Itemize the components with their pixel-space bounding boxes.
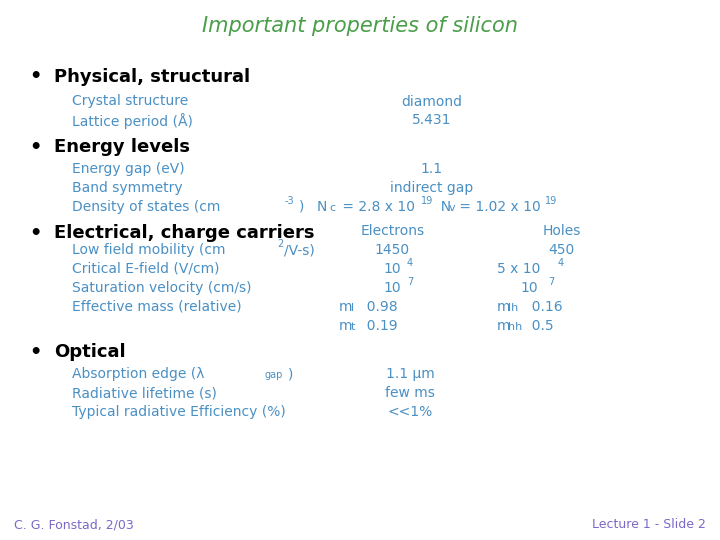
- Text: Energy levels: Energy levels: [54, 138, 190, 156]
- Text: t: t: [351, 322, 355, 332]
- Text: 19: 19: [545, 196, 557, 206]
- Text: 10: 10: [384, 281, 401, 295]
- Text: 0.16: 0.16: [523, 300, 562, 314]
- Text: -3: -3: [284, 196, 294, 206]
- Text: •: •: [29, 224, 41, 243]
- Text: 5 x 10: 5 x 10: [497, 262, 540, 276]
- Text: ): ): [288, 367, 293, 381]
- Text: Crystal structure: Crystal structure: [72, 94, 188, 109]
- Text: 19: 19: [421, 196, 433, 206]
- Text: 0.98: 0.98: [358, 300, 397, 314]
- Text: Absorption edge (λ: Absorption edge (λ: [72, 367, 204, 381]
- Text: = 2.8 x 10: = 2.8 x 10: [338, 200, 415, 214]
- Text: gap: gap: [264, 370, 283, 381]
- Text: Typical radiative Efficiency (%): Typical radiative Efficiency (%): [72, 405, 286, 419]
- Text: 2: 2: [277, 239, 284, 249]
- Text: hh: hh: [508, 322, 523, 332]
- Text: Physical, structural: Physical, structural: [54, 68, 250, 85]
- Text: 1.1: 1.1: [421, 162, 443, 176]
- Text: Saturation velocity (cm/s): Saturation velocity (cm/s): [72, 281, 251, 295]
- Text: •: •: [29, 68, 41, 86]
- Text: N: N: [432, 200, 451, 214]
- Text: •: •: [29, 343, 41, 362]
- Text: Low field mobility (cm: Low field mobility (cm: [72, 243, 225, 257]
- Text: lh: lh: [508, 303, 518, 313]
- Text: few ms: few ms: [385, 386, 436, 400]
- Text: 1450: 1450: [375, 243, 410, 257]
- Text: Critical E-field (V/cm): Critical E-field (V/cm): [72, 262, 220, 276]
- Text: •: •: [29, 138, 41, 157]
- Text: C. G. Fonstad, 2/03: C. G. Fonstad, 2/03: [14, 518, 134, 531]
- Text: c: c: [330, 203, 336, 213]
- Text: Electrons: Electrons: [360, 224, 425, 238]
- Text: Lecture 1 - Slide 2: Lecture 1 - Slide 2: [592, 518, 706, 531]
- Text: Holes: Holes: [542, 224, 581, 238]
- Text: ): ): [299, 200, 304, 214]
- Text: Radiative lifetime (s): Radiative lifetime (s): [72, 386, 217, 400]
- Text: Density of states (cm: Density of states (cm: [72, 200, 220, 214]
- Text: 10: 10: [384, 262, 401, 276]
- Text: 7: 7: [549, 277, 555, 287]
- Text: = 1.02 x 10: = 1.02 x 10: [455, 200, 541, 214]
- Text: v: v: [449, 203, 455, 213]
- Text: 450: 450: [549, 243, 575, 257]
- Text: Effective mass (relative): Effective mass (relative): [72, 300, 242, 314]
- Text: /V-s): /V-s): [284, 243, 315, 257]
- Text: m: m: [497, 319, 510, 333]
- Text: m: m: [338, 300, 352, 314]
- Text: 0.5: 0.5: [523, 319, 554, 333]
- Text: N: N: [317, 200, 327, 214]
- Text: Optical: Optical: [54, 343, 125, 361]
- Text: 5.431: 5.431: [413, 113, 451, 127]
- Text: Lattice period (Å): Lattice period (Å): [72, 113, 193, 130]
- Text: indirect gap: indirect gap: [390, 181, 474, 195]
- Text: Energy gap (eV): Energy gap (eV): [72, 162, 184, 176]
- Text: 1.1 μm: 1.1 μm: [386, 367, 435, 381]
- Text: <<1%: <<1%: [388, 405, 433, 419]
- Text: diamond: diamond: [402, 94, 462, 109]
- Text: 10: 10: [521, 281, 538, 295]
- Text: l: l: [351, 303, 354, 313]
- Text: 7: 7: [407, 277, 413, 287]
- Text: 4: 4: [407, 258, 413, 268]
- Text: 0.19: 0.19: [358, 319, 397, 333]
- Text: m: m: [497, 300, 510, 314]
- Text: Electrical, charge carriers: Electrical, charge carriers: [54, 224, 315, 242]
- Text: 4: 4: [558, 258, 564, 268]
- Text: Important properties of silicon: Important properties of silicon: [202, 16, 518, 36]
- Text: Band symmetry: Band symmetry: [72, 181, 183, 195]
- Text: m: m: [338, 319, 352, 333]
